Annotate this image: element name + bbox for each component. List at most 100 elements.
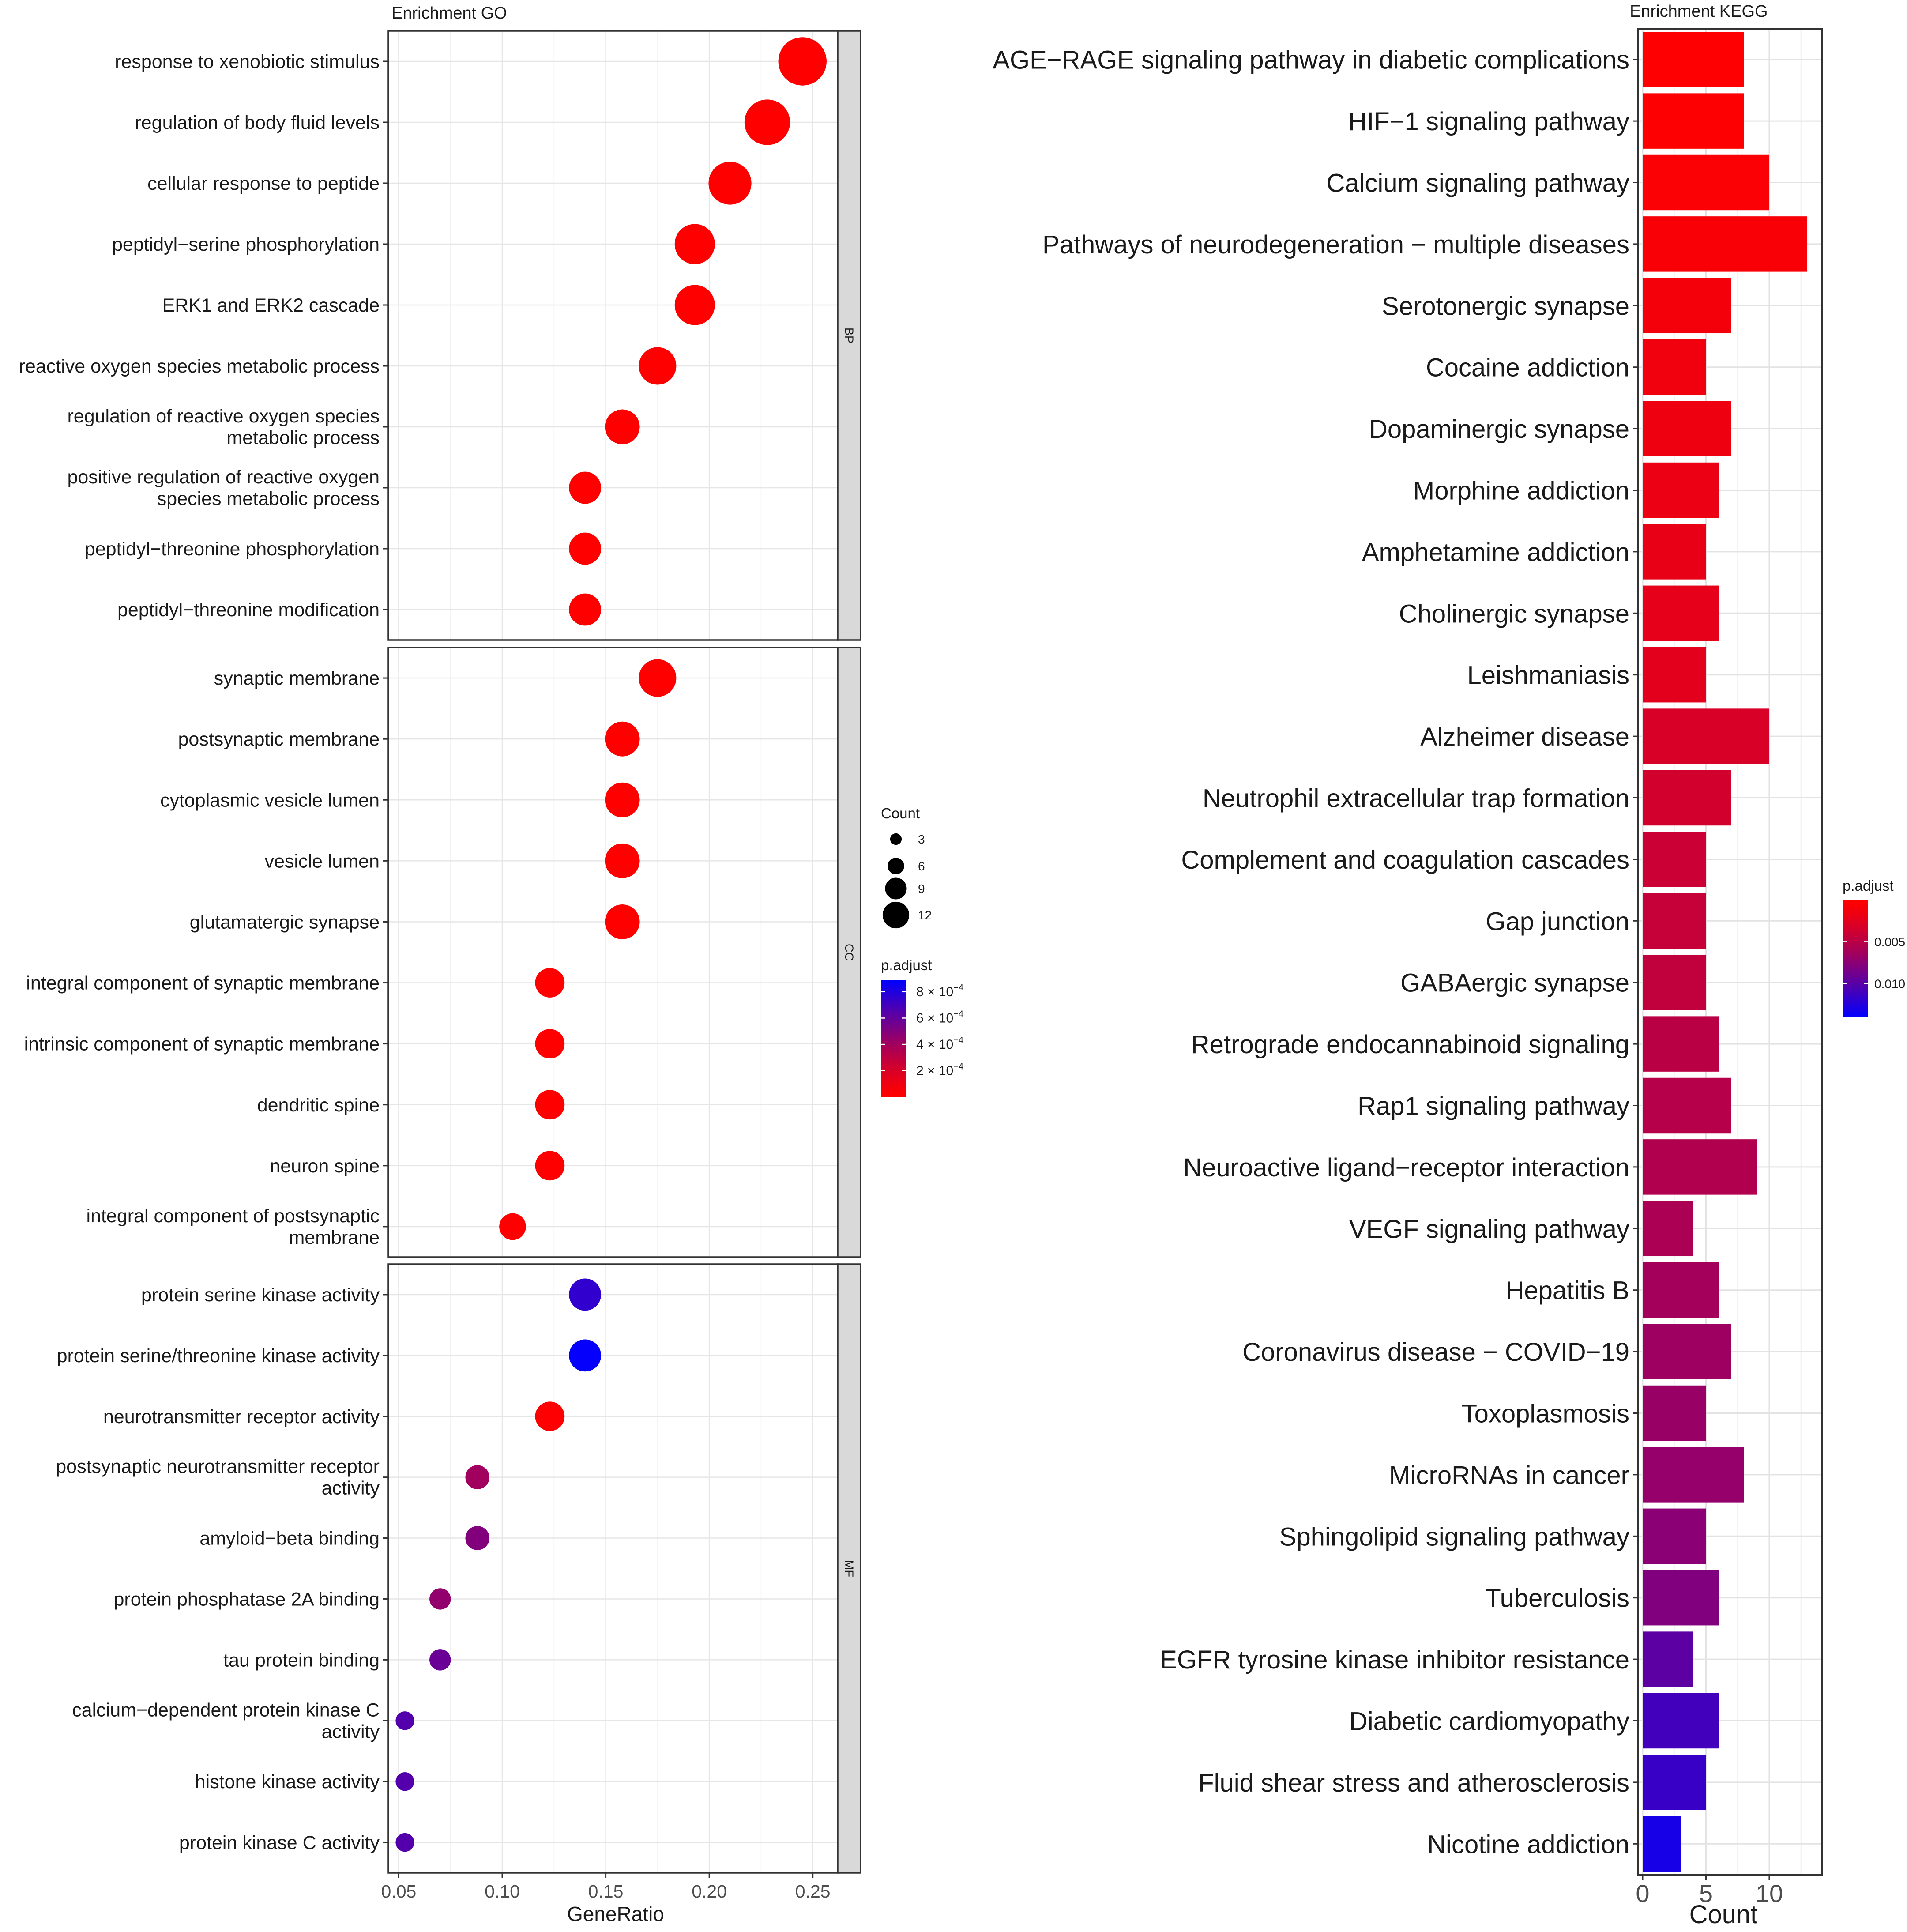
kegg-pathway-label: EGFR tyrosine kinase inhibitor resistanc… [1160,1646,1629,1674]
go-term-label-line: integral component of synaptic membrane [26,973,380,994]
go-size-legend-label: 6 [918,859,925,873]
kegg-pathway-label: Leishmaniasis [1467,661,1629,690]
go-size-legend-label: 12 [918,908,932,922]
go-color-bar-fill [881,980,906,1097]
go-x-axis-title: GeneRatio [567,1902,664,1925]
go-term-label-line: cellular response to peptide [147,173,380,194]
kegg-pathway-label: Complement and coagulation cascades [1181,846,1629,874]
go-term-label: response to xenobiotic stimulus [115,51,380,72]
go-term-label-line: amyloid−beta binding [199,1528,380,1549]
go-color-bar-label-exponent: −4 [953,983,963,993]
go-term-labels: response to xenobiotic stimulus regulatio… [19,51,388,1853]
kegg-pathway-label: Neutrophil extracellular trap formation [1203,784,1629,813]
go-term-label-line: postsynaptic neurotransmitter receptor [56,1456,380,1477]
go-color-bar-label-exponent: −4 [953,1062,963,1072]
kegg-color-bar-label: 0.005 [1874,935,1905,949]
kegg-pathway-label: Cholinergic synapse [1399,599,1629,628]
kegg-bar [1643,585,1719,641]
kegg-pathway-label: MicroRNAs in cancer [1389,1461,1629,1490]
kegg-bar [1643,770,1731,826]
go-term-label: protein serine/threonine kinase activity [57,1345,380,1367]
go-term-label-line: integral component of postsynaptic [86,1205,380,1227]
kegg-pathway-label: Toxoplasmosis [1462,1400,1629,1428]
go-term-label: protein kinase C activity [179,1832,380,1853]
kegg-pathway-label: Amphetamine addiction [1362,538,1629,567]
go-term-label-line: reactive oxygen species metabolic proces… [19,356,380,377]
go-dot [778,37,827,86]
go-color-bar-label: 2 × 10−4 [916,1062,963,1078]
go-facet-strips: BP CC MF [837,30,861,1874]
go-size-legend-keys: 3 6 9 12 [882,832,932,929]
kegg-pathway-label: Tuberculosis [1485,1584,1629,1613]
go-dot [429,1649,451,1671]
go-dot [395,1711,414,1730]
go-dot [569,532,602,565]
kegg-bar [1643,93,1744,149]
kegg-bar [1643,462,1719,518]
go-term-label-line: tau protein binding [223,1650,380,1671]
kegg-chart-title: Enrichment KEGG [1630,2,1768,21]
go-dot [674,285,715,325]
kegg-pathway-label: Retrograde endocannabinoid signaling [1191,1030,1629,1059]
kegg-legend: p.adjust 0.005 0.010 [1843,877,1905,1017]
kegg-bar [1643,154,1769,211]
go-color-bar-label-exponent: −4 [953,1036,963,1045]
go-dot [569,1278,602,1311]
go-dot [535,1029,565,1058]
kegg-pathway-label: GABAergic synapse [1400,969,1629,998]
kegg-bar [1643,1016,1719,1072]
go-dot [605,904,640,939]
kegg-x-tick-label: 0 [1636,1879,1649,1907]
go-term-label-line: vesicle lumen [265,851,380,872]
go-term-label: regulation of body fluid levels [135,112,380,133]
go-term-label-line: synaptic membrane [214,668,380,689]
go-dot [605,782,640,817]
go-dot [395,1833,414,1852]
go-dot [708,162,752,205]
go-term-label: intrinsic component of synaptic membrane [24,1034,380,1055]
go-term-label: tau protein binding [223,1650,380,1671]
go-term-label: peptidyl−threonine phosphorylation [85,539,380,560]
kegg-bar [1643,1693,1719,1749]
go-dot [499,1213,526,1240]
kegg-pathway-label: Serotonergic synapse [1382,292,1629,320]
go-strip-label: MF [843,1560,856,1577]
go-x-tick-label: 0.25 [795,1881,831,1902]
go-size-legend-dot [888,858,904,874]
go-color-bar-label-mantissa: 4 × 10 [916,1037,953,1052]
kegg-pathway-label: AGE−RAGE signaling pathway in diabetic c… [993,46,1629,75]
go-term-label-line: dendritic spine [257,1095,380,1116]
go-term-label-line: peptidyl−threonine modification [117,599,380,621]
go-color-bar-label-exponent: −4 [953,1009,963,1019]
go-dot [569,1339,602,1372]
go-strip-label: CC [843,944,856,961]
go-dot [639,659,677,697]
go-dot [535,1151,565,1181]
go-term-label-line: protein phosphatase 2A binding [114,1589,380,1610]
go-term-label-line: membrane [289,1227,380,1248]
go-color-bar: 8 × 10−46 × 10−44 × 10−42 × 10−4 [881,980,963,1097]
go-term-label: cytoplasmic vesicle lumen [160,790,380,811]
go-x-tick-label: 0.05 [381,1881,417,1902]
kegg-color-bar-label: 0.010 [1874,977,1905,991]
go-size-legend-dot [882,901,910,929]
go-term-label-line: activity [322,1478,380,1499]
go-strip-box [837,647,861,1258]
go-term-label-line: neuron spine [270,1156,380,1177]
go-term-label-line: response to xenobiotic stimulus [115,51,380,72]
kegg-bar [1643,1570,1719,1626]
go-x-tick-label: 0.20 [692,1881,727,1902]
go-term-label: regulation of reactive oxygen species met… [67,406,380,448]
kegg-bar [1643,1139,1757,1195]
kegg-pathway-label: Coronavirus disease − COVID−19 [1242,1338,1629,1367]
go-dot [605,843,640,878]
kegg-bar [1643,1324,1731,1379]
go-term-label: dendritic spine [257,1095,380,1116]
kegg-x-axis: 0 5 10 [1636,1875,1783,1907]
go-term-label-line: species metabolic process [157,488,380,509]
kegg-bar [1643,31,1744,87]
kegg-pathway-label: Sphingolipid signaling pathway [1279,1522,1629,1551]
go-color-bar-label-mantissa: 2 × 10 [916,1064,953,1078]
kegg-pathway-label: Cocaine addiction [1426,354,1629,382]
